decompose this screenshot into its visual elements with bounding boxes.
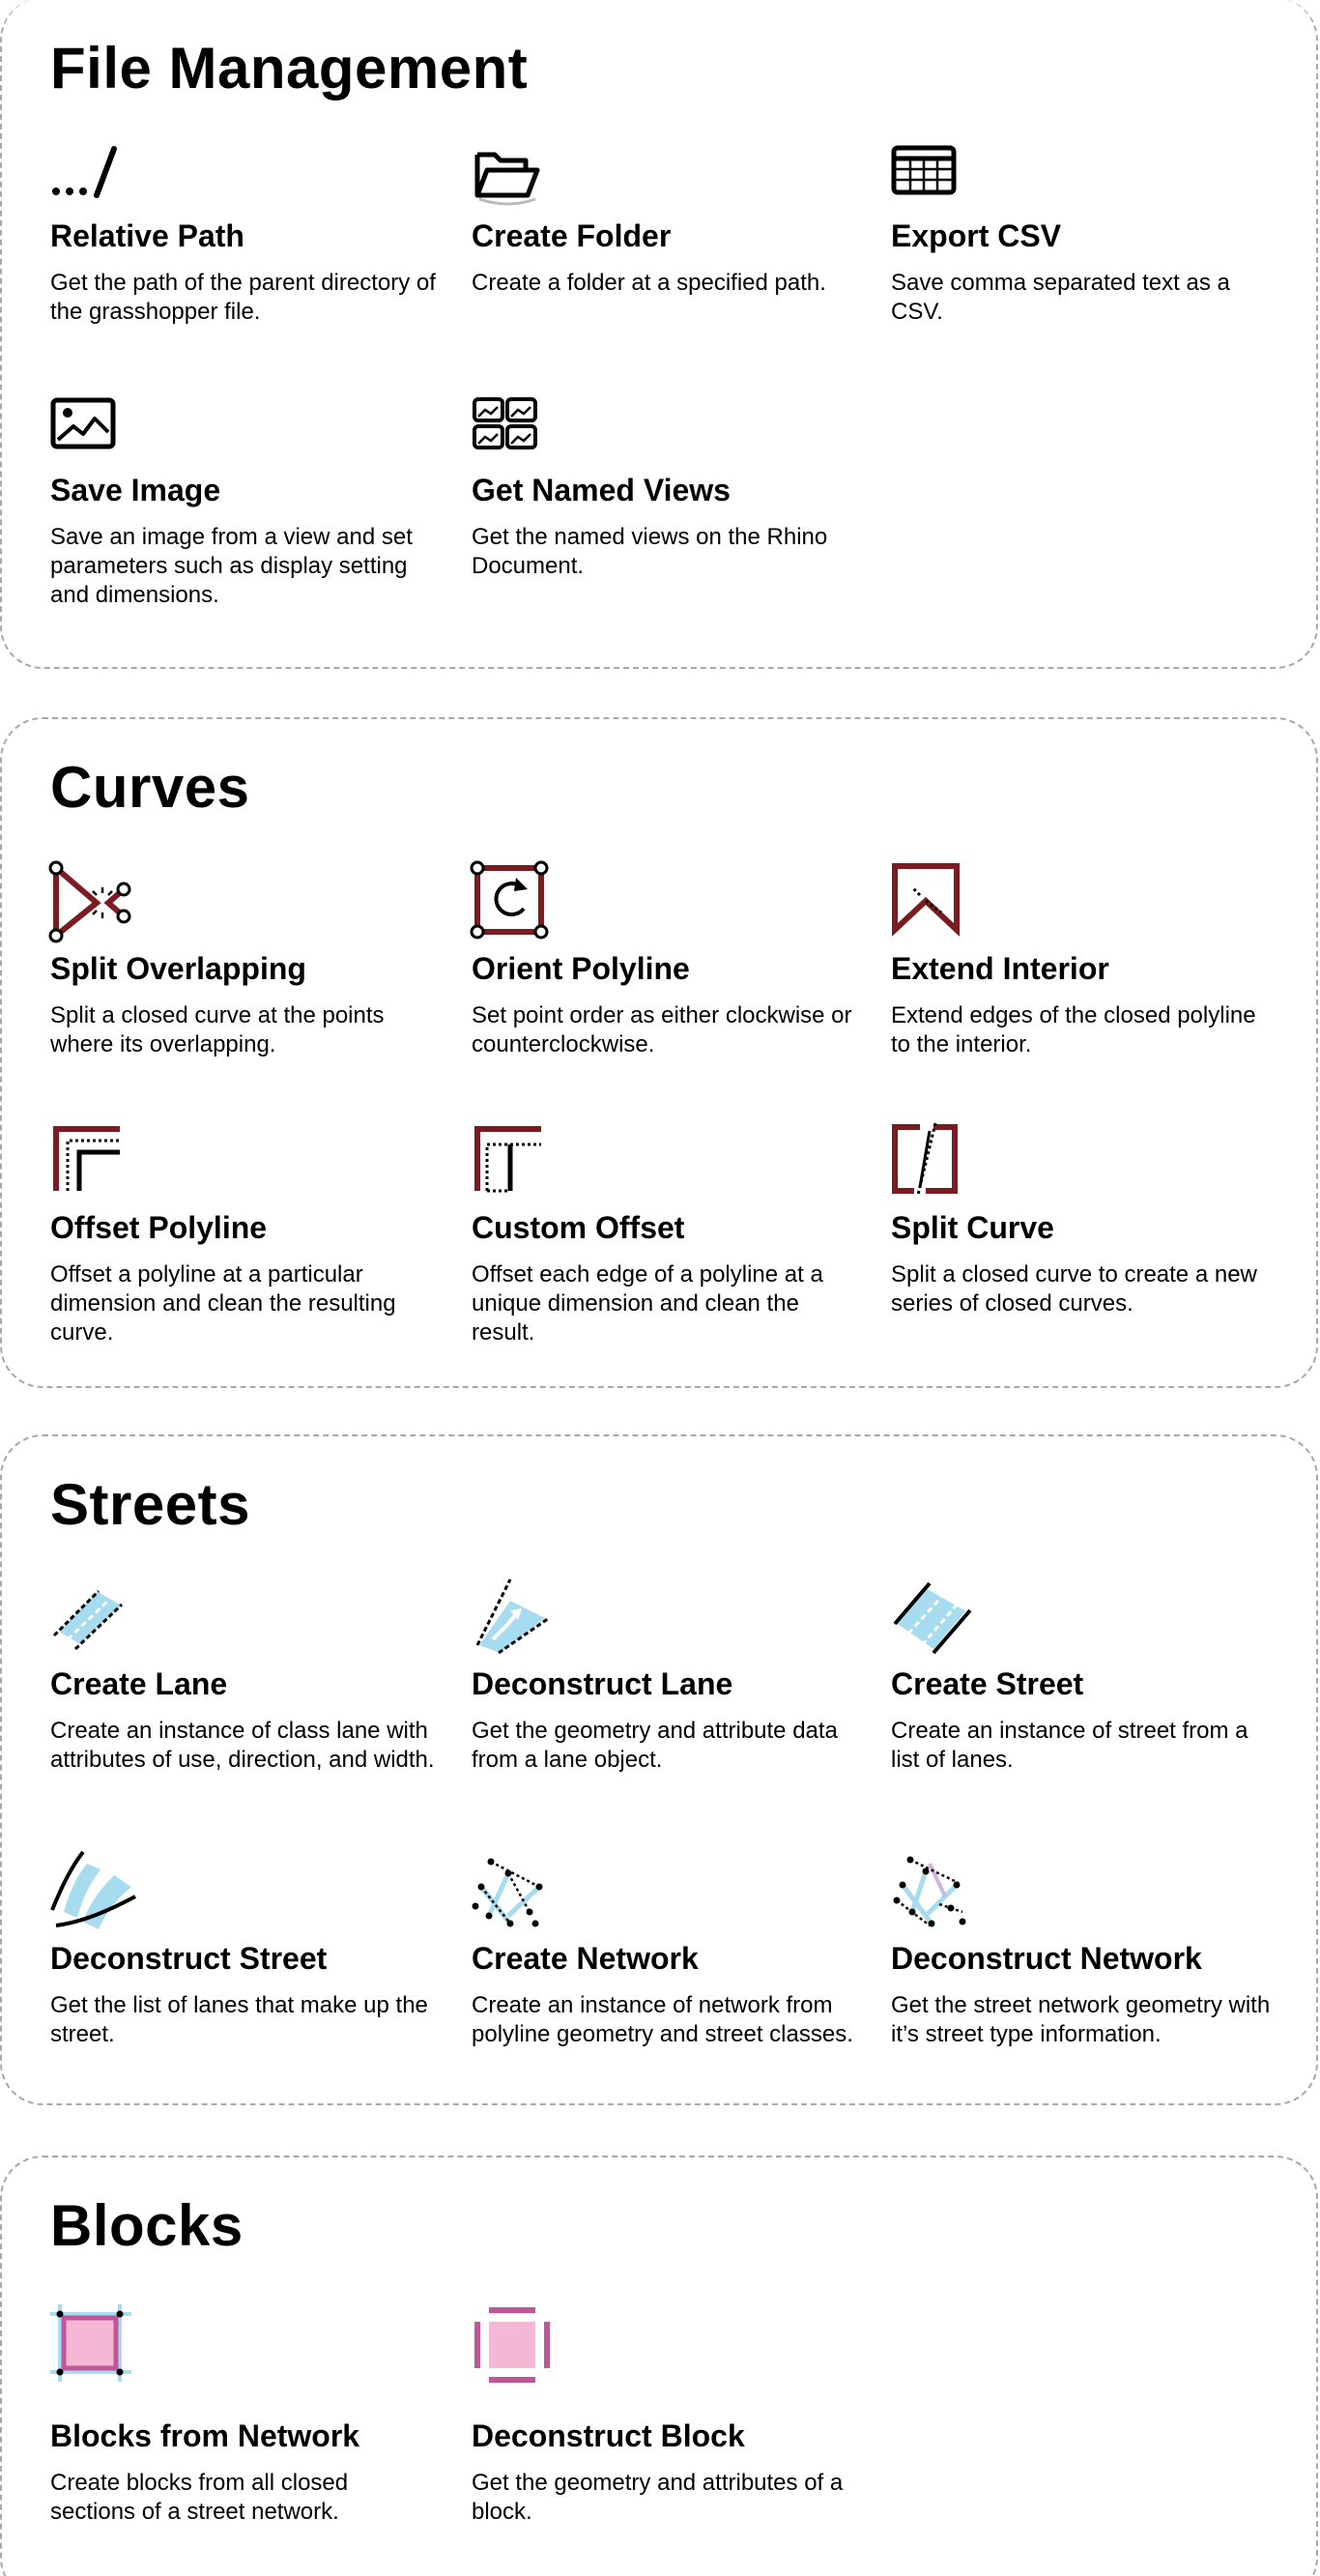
section-streets: Streets Create Lane Create an instance o… xyxy=(0,1434,1318,2105)
card-description: Get the geometry and attribute data from… xyxy=(472,1718,838,1773)
blocks-from-network-icon xyxy=(50,2304,131,2382)
card-title: Deconstruct Street xyxy=(50,1941,328,1976)
card-title: Export CSV xyxy=(891,218,1062,253)
deconstruct-street-icon xyxy=(50,1850,136,1931)
card-title: Create Folder xyxy=(472,218,672,253)
card-description: Offset each edge of a polyline at a uniq… xyxy=(472,1261,823,1346)
card-description: Get the named views on the Rhino Documen… xyxy=(472,524,828,579)
image-grid-icon xyxy=(472,397,549,475)
card-title: Custom Offset xyxy=(472,1210,685,1245)
relative-path-icon xyxy=(50,143,128,220)
card-description: Save an image from a view and set parame… xyxy=(50,524,413,608)
card-title: Create Network xyxy=(472,1941,699,1976)
section-curves: Curves Split Overlapping Split a closed … xyxy=(0,717,1318,1388)
section-file-management: File Management Relative Path Get the pa… xyxy=(0,0,1318,669)
card-description: Get the path of the parent directory of … xyxy=(50,270,436,325)
card-title: Create Street xyxy=(891,1666,1084,1701)
section-title: File Management xyxy=(50,36,529,101)
card-description: Get the list of lanes that make up the s… xyxy=(50,1992,428,2047)
card-title: Orient Polyline xyxy=(472,951,690,986)
card-description: Create blocks from all closed sections o… xyxy=(50,2470,349,2525)
split-overlapping-icon xyxy=(48,860,131,943)
offset-polyline-icon xyxy=(50,1123,128,1201)
card-title: Split Curve xyxy=(891,1210,1054,1245)
orient-polyline-icon xyxy=(470,860,549,940)
custom-offset-icon xyxy=(472,1123,549,1201)
card-title: Create Lane xyxy=(50,1666,228,1701)
create-network-icon xyxy=(472,1854,549,1931)
card-title: Deconstruct Lane xyxy=(472,1666,733,1701)
card-title: Deconstruct Block xyxy=(472,2418,745,2453)
card-title: Deconstruct Network xyxy=(891,1941,1202,1976)
card-description: Get the geometry and attributes of a blo… xyxy=(472,2470,844,2525)
section-title: Curves xyxy=(50,755,250,820)
card-description: Extend edges of the closed polyline to t… xyxy=(891,1002,1256,1057)
card-description: Offset a polyline at a particular dimens… xyxy=(50,1261,396,1346)
deconstruct-lane-icon xyxy=(472,1578,550,1657)
deconstruct-block-icon xyxy=(472,2304,550,2383)
card-title: Offset Polyline xyxy=(50,1210,268,1245)
section-blocks: Blocks Blocks from Network Create blocks… xyxy=(0,2156,1318,2576)
folder-open-icon xyxy=(472,143,549,220)
card-description: Split a closed curve at the points where… xyxy=(50,1002,385,1057)
card-description: Set point order as either clockwise or c… xyxy=(472,1002,852,1057)
card-title: Blocks from Network xyxy=(50,2418,360,2453)
card-title: Relative Path xyxy=(50,218,244,253)
card-description: Split a closed curve to create a new ser… xyxy=(891,1261,1257,1317)
section-title: Streets xyxy=(50,1472,250,1537)
extend-interior-icon xyxy=(891,862,968,940)
split-curve-icon xyxy=(891,1122,968,1201)
deconstruct-network-icon xyxy=(891,1854,968,1931)
card-title: Save Image xyxy=(50,473,221,507)
card-description: Create an instance of network from polyl… xyxy=(472,1992,853,2047)
card-description: Save comma separated text as a CSV. xyxy=(891,270,1230,325)
card-title: Extend Interior xyxy=(891,951,1109,986)
table-csv-icon xyxy=(891,143,968,220)
card-description: Create an instance of class lane with at… xyxy=(50,1718,435,1773)
card-title: Split Overlapping xyxy=(50,951,306,986)
section-title: Blocks xyxy=(50,2193,244,2258)
card-description: Get the street network geometry with it’… xyxy=(891,1992,1271,2047)
image-icon xyxy=(50,397,128,475)
card-description: Create an instance of street from a list… xyxy=(891,1718,1248,1773)
create-lane-icon xyxy=(50,1579,128,1657)
card-title: Get Named Views xyxy=(472,473,731,507)
card-description: Create a folder at a specified path. xyxy=(472,270,826,296)
create-street-icon xyxy=(891,1579,972,1657)
